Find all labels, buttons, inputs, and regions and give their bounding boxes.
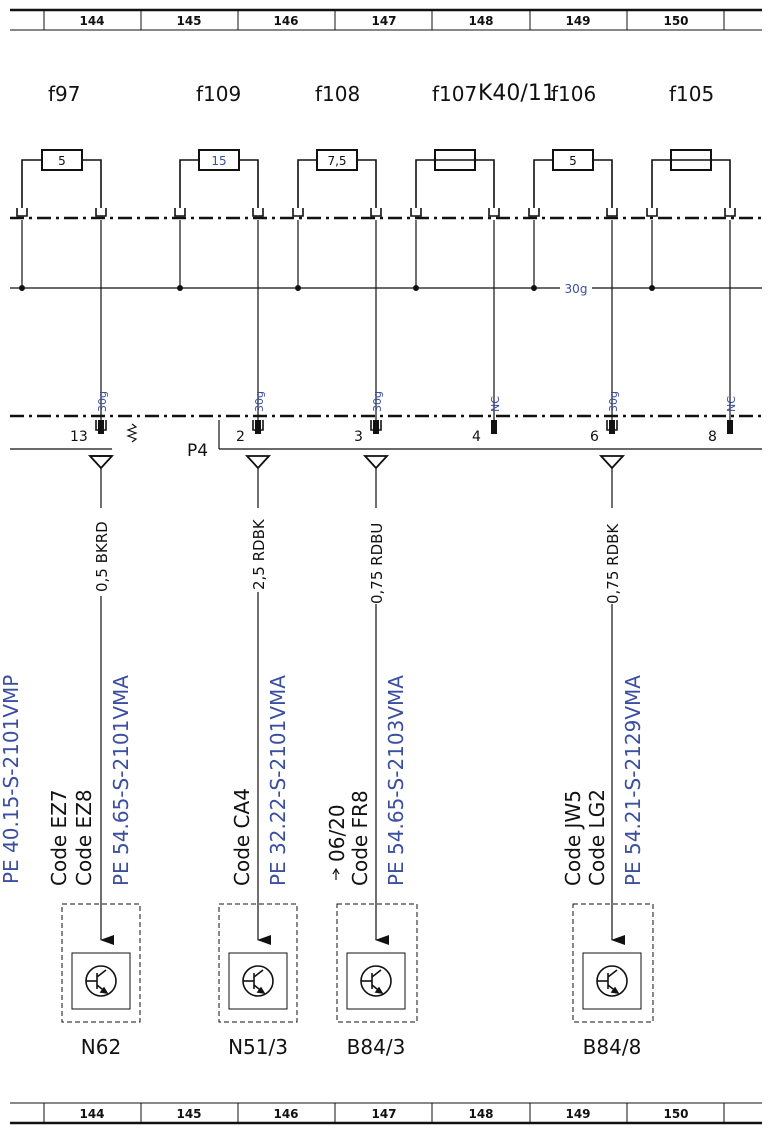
fuse-rating-f97: 5: [58, 154, 66, 168]
code-ez8: Code EZ8: [72, 789, 96, 886]
ruler-bottom-148: 148: [468, 1107, 493, 1121]
arrow-up-icon: [332, 867, 340, 880]
connector-outline: [10, 420, 762, 450]
code-ca4: Code CA4: [230, 788, 254, 886]
connector-name: P4: [187, 441, 208, 461]
wire-label-b84-3: 0,75 RDBU: [368, 523, 386, 604]
resistor-icon: [126, 423, 138, 443]
ruler-top-148: 148: [468, 14, 493, 28]
component-n62: [61, 903, 141, 1023]
pin-2: 2: [236, 429, 245, 445]
fuse-row: [21, 149, 731, 208]
ruler-top-146: 146: [273, 14, 298, 28]
connector-plugs: [87, 455, 626, 470]
transistor-icon: [85, 965, 117, 997]
ruler-bottom-144: 144: [79, 1107, 104, 1121]
fuse-label-f97: f97: [48, 82, 81, 106]
ruler-bottom-150: 150: [663, 1107, 688, 1121]
lower-terminals: [95, 420, 733, 434]
ruler-top-147: 147: [371, 14, 396, 28]
component-n51-3: [218, 903, 298, 1023]
upper-terminals: [16, 208, 736, 217]
note-date: 06/20: [325, 804, 349, 862]
component-name-n62: N62: [81, 1035, 121, 1059]
fuse-f107: [415, 149, 495, 208]
bus-junctions: [19, 285, 655, 291]
component-b84-8: [572, 903, 654, 1023]
code-jw5: Code JW5: [561, 790, 585, 886]
module-label: K40/11: [478, 81, 556, 106]
fuse-f106: [533, 149, 613, 208]
transistor-icon: [596, 965, 628, 997]
pin-13: 13: [70, 429, 88, 445]
ruler-top-145: 145: [176, 14, 201, 28]
code-ez7: Code EZ7: [47, 789, 71, 886]
pin-8: 8: [708, 429, 717, 445]
bus-label: 30g: [565, 282, 588, 296]
fuse-rating-f108: 7,5: [327, 154, 346, 168]
bottom-ruler: 144 145 146 147 148 149 150: [10, 1102, 762, 1125]
fuse-label-f109: f109: [196, 82, 241, 106]
fuse-f108: [297, 149, 377, 208]
fuse-f105: [651, 149, 731, 208]
fuse-label-f107: f107: [432, 82, 477, 106]
ref-b84-8: PE 54.21-S-2129VMA: [621, 675, 645, 886]
component-b84-3: [336, 903, 418, 1023]
ruler-bottom-145: 145: [176, 1107, 201, 1121]
ruler-top-144: 144: [79, 14, 104, 28]
code-lg2: Code LG2: [585, 789, 609, 886]
partial-reference: PE 40.15-S-2101VMP: [0, 675, 23, 884]
transistor-icon: [360, 965, 392, 997]
fuse-rating-f106: 5: [569, 154, 577, 168]
top-ruler: 144 145 146 147 148 149 150: [10, 8, 762, 31]
wire-label-b84-8: 0,75 RDBK: [604, 523, 622, 604]
ruler-bottom-149: 149: [565, 1107, 590, 1121]
pin-signal-13: 30g: [96, 391, 109, 412]
ref-n51-3: PE 32.22-S-2101VMA: [266, 675, 290, 886]
fuse-label-f105: f105: [669, 82, 714, 106]
fuse-f109: [179, 149, 259, 208]
ref-b84-3: PE 54.65-S-2103VMA: [384, 675, 408, 886]
pin-6: 6: [590, 429, 599, 445]
pin-3: 3: [354, 429, 363, 445]
pin-4: 4: [472, 429, 481, 445]
ruler-top-150: 150: [663, 14, 688, 28]
ruler-top-149: 149: [565, 14, 590, 28]
fuse-rating-f109: 15: [211, 154, 226, 168]
ruler-bottom-146: 146: [273, 1107, 298, 1121]
ref-n62: PE 54.65-S-2101VMA: [109, 675, 133, 886]
pin-signal-8: NC: [725, 396, 738, 412]
pin-signal-6: 30g: [607, 391, 620, 412]
pin-signal-4: NC: [489, 396, 502, 412]
code-fr8: Code FR8: [348, 790, 372, 886]
fuse-label-f106: f106: [551, 82, 596, 106]
component-name-b84-3: B84/3: [347, 1035, 406, 1059]
internal-wiring: [10, 220, 762, 420]
ruler-bottom-147: 147: [371, 1107, 396, 1121]
wire-label-n62: 0,5 BKRD: [93, 521, 111, 592]
fuse-f97: [21, 149, 102, 208]
wire-label-n51-3: 2,5 RDBK: [250, 518, 268, 590]
pin-signal-3: 30g: [371, 391, 384, 412]
fuse-label-f108: f108: [315, 82, 360, 106]
pin-signal-2: 30g: [253, 391, 266, 412]
transistor-icon: [242, 965, 274, 997]
component-name-b84-8: B84/8: [583, 1035, 642, 1059]
component-name-n51-3: N51/3: [228, 1035, 288, 1059]
